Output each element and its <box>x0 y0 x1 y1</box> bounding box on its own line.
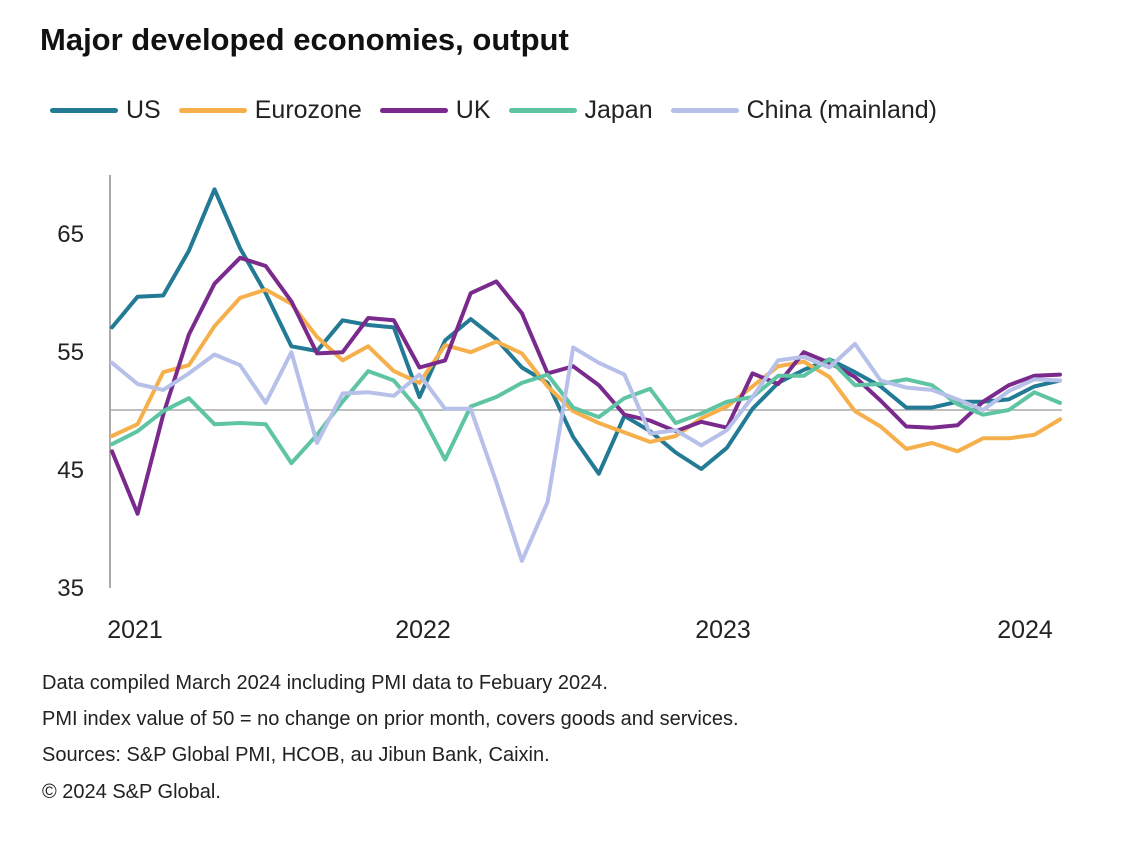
legend-swatch <box>379 108 448 113</box>
legend-label: China (mainland) <box>746 96 937 124</box>
series-line-us <box>110 187 1062 476</box>
legend-item: US <box>50 96 161 125</box>
chart-title: Major developed economies, output <box>40 22 569 57</box>
x-tick-label: 2024 <box>997 616 1053 644</box>
x-tick-label: 2021 <box>107 616 163 644</box>
legend-swatch <box>50 108 118 113</box>
legend-item: China (mainland) <box>670 96 937 125</box>
legend-item: Eurozone <box>178 96 362 125</box>
legend: US Eurozone UK Japan China (mainland) <box>50 96 955 125</box>
legend-swatch <box>670 108 739 113</box>
note-data-compiled: Data compiled March 2024 including PMI d… <box>42 672 608 694</box>
series-line-china-mainland <box>110 341 1062 563</box>
legend-item: Japan <box>508 96 653 125</box>
series-line-japan <box>110 357 1062 466</box>
y-tick-label: 45 <box>57 457 84 484</box>
y-tick-label: 55 <box>57 339 84 366</box>
legend-swatch <box>508 108 577 113</box>
series-line-eurozone <box>110 287 1062 454</box>
legend-label: US <box>126 96 161 124</box>
x-tick-label: 2023 <box>695 616 751 644</box>
note-pmi-definition: PMI index value of 50 = no change on pri… <box>42 708 739 730</box>
legend-label: Eurozone <box>254 96 362 124</box>
legend-swatch <box>178 108 247 113</box>
x-tick-label: 2022 <box>395 616 451 644</box>
legend-item: UK <box>379 96 491 125</box>
note-copyright: © 2024 S&P Global. <box>42 781 221 803</box>
legend-label: UK <box>455 96 491 124</box>
y-tick-label: 35 <box>57 575 84 602</box>
series-line-uk <box>110 255 1062 516</box>
legend-label: Japan <box>584 96 653 124</box>
note-sources: Sources: S&P Global PMI, HCOB, au Jibun … <box>42 744 550 766</box>
y-tick-label: 65 <box>57 221 84 248</box>
